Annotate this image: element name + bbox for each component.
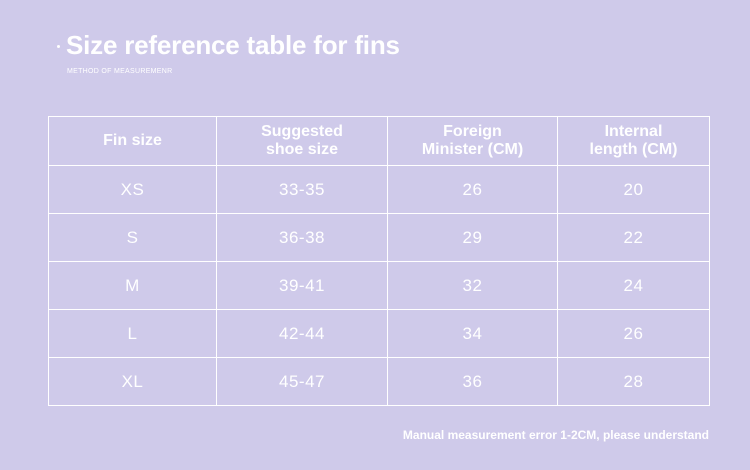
cell-internal-length: 22 — [557, 213, 710, 262]
cell-shoe-size: 36-38 — [216, 213, 388, 262]
table-header-row: Fin size Suggested shoe size Foreign Min… — [48, 116, 710, 166]
cell-fin-size: XS — [48, 165, 217, 214]
page-title: Size reference table for fins — [66, 30, 400, 60]
cell-fin-size: M — [48, 261, 217, 310]
measurement-error-note: Manual measurement error 1-2CM, please u… — [402, 428, 709, 442]
cell-foreign-minister: 26 — [387, 165, 558, 214]
cell-internal-length: 26 — [557, 309, 710, 358]
cell-internal-length: 28 — [557, 357, 710, 406]
cell-shoe-size: 39-41 — [216, 261, 388, 310]
title-bullet-dot — [57, 45, 60, 48]
column-header-internal-length: Internal length (CM) — [557, 116, 710, 166]
cell-internal-length: 24 — [557, 261, 710, 310]
cell-fin-size: L — [48, 309, 217, 358]
cell-shoe-size: 45-47 — [216, 357, 388, 406]
page-subtitle: METHOD OF MEASUREMENR — [67, 68, 173, 75]
cell-foreign-minister: 34 — [387, 309, 558, 358]
table-row: XL 45-47 36 28 — [48, 357, 710, 406]
cell-fin-size: S — [48, 213, 217, 262]
cell-fin-size: XL — [48, 357, 217, 406]
cell-foreign-minister: 36 — [387, 357, 558, 406]
cell-foreign-minister: 32 — [387, 261, 558, 310]
cell-internal-length: 20 — [557, 165, 710, 214]
table-row: L 42-44 34 26 — [48, 309, 710, 358]
column-header-suggested-shoe-size: Suggested shoe size — [216, 116, 388, 166]
table-row: M 39-41 32 24 — [48, 261, 710, 310]
table-row: XS 33-35 26 20 — [48, 165, 710, 214]
cell-foreign-minister: 29 — [387, 213, 558, 262]
table-row: S 36-38 29 22 — [48, 213, 710, 262]
column-header-fin-size: Fin size — [48, 116, 217, 166]
column-header-foreign-minister: Foreign Minister (CM) — [387, 116, 558, 166]
cell-shoe-size: 42-44 — [216, 309, 388, 358]
cell-shoe-size: 33-35 — [216, 165, 388, 214]
size-reference-table: Fin size Suggested shoe size Foreign Min… — [48, 116, 710, 406]
